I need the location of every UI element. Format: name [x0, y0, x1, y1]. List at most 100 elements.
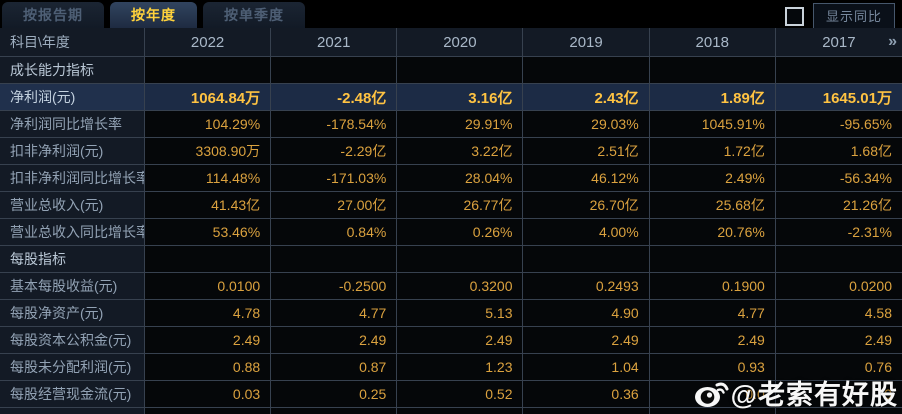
table-row: 基本每股收益(元) 0.0100 -0.2500 0.3200 0.2493 0.1900…: [0, 273, 902, 300]
cell-value: 0.03: [145, 381, 272, 408]
more-columns-icon[interactable]: »: [888, 33, 897, 50]
row-label: 营业总收入同比增长率: [0, 219, 145, 246]
cell-value: [523, 408, 650, 414]
cell-value: [397, 57, 524, 84]
cell-value: [523, 57, 650, 84]
table-row: 每股资本公积金(元) 2.49 2.49 2.49 2.49 2.49 2.49: [0, 327, 902, 354]
row-label: 每股资本公积金(元): [0, 327, 145, 354]
year-header-label: 2017: [822, 33, 856, 51]
table-body: 成长能力指标 净利润(元) 1064.84万 -2.48亿 3.16亿 2.43亿 1.89…: [0, 57, 902, 408]
table-row: 每股指标: [0, 246, 902, 273]
cell-value: [271, 408, 398, 414]
cell-value: [397, 246, 524, 273]
year-header-2022: 2022: [145, 28, 272, 57]
year-header-2020: 2020: [397, 28, 524, 57]
table-row: 扣非净利润(元) 3308.90万 -2.29亿 3.22亿 2.51亿 1.72亿 1.6…: [0, 138, 902, 165]
cell-value: 1045.91%: [649, 111, 776, 138]
table-row: 每股净资产(元) 4.78 4.77 5.13 4.90 4.77 4.58: [0, 300, 902, 327]
year-header-2019: 2019: [523, 28, 650, 57]
cell-value: 3.22亿: [397, 138, 524, 165]
table-row: 扣非净利润同比增长率 114.48% -171.03% 28.04% 46.12% 2.4…: [0, 165, 902, 192]
row-label: 成长能力指标: [0, 57, 145, 84]
cell-value: 1.68亿: [775, 138, 902, 165]
cell-value: 2.49: [649, 327, 776, 354]
table-row: 每股未分配利润(元) 0.88 0.87 1.23 1.04 0.93 0.76: [0, 354, 902, 381]
cell-value: 4.77: [649, 300, 776, 327]
partial-next-row: [0, 408, 902, 414]
cell-value: 28.04%: [397, 165, 524, 192]
cell-value: 4.00%: [523, 219, 650, 246]
cell-value: 53.46%: [145, 219, 272, 246]
cell-value: 1.23: [397, 354, 524, 381]
cell-value: 1645.01万: [775, 84, 902, 111]
row-label: 每股指标: [0, 246, 145, 273]
row-label: 扣非净利润同比增长率: [0, 165, 145, 192]
cell-value: -0.2500: [271, 273, 398, 300]
cell-value: [145, 246, 272, 273]
cell-value: 1.04: [523, 354, 650, 381]
cell-value: [271, 246, 398, 273]
row-label: 净利润同比增长率: [0, 111, 145, 138]
row-label: 每股未分配利润(元): [0, 354, 145, 381]
cell-value: -178.54%: [271, 111, 398, 138]
table-row: 营业总收入(元) 41.43亿 27.00亿 26.77亿 26.70亿 25.68亿 21…: [0, 192, 902, 219]
cell-value: [523, 246, 650, 273]
cell-value: 2.49: [397, 327, 524, 354]
yoy-controls: 显示同比: [784, 3, 895, 29]
row-label: [0, 408, 145, 414]
cell-value: 20.76%: [649, 219, 776, 246]
cell-value: 0.0100: [145, 273, 272, 300]
cell-value: 2.49: [775, 327, 902, 354]
cell-value: [145, 408, 272, 414]
row-label: 每股净资产(元): [0, 300, 145, 327]
cell-value: 25.68亿: [649, 192, 776, 219]
cell-value: [145, 57, 272, 84]
year-header-2017: 2017 »: [775, 28, 902, 57]
cell-value: [649, 246, 776, 273]
cell-value: 27.00亿: [271, 192, 398, 219]
cell-value: 104.29%: [145, 111, 272, 138]
show-yoy-button[interactable]: 显示同比: [812, 3, 895, 29]
row-label: 营业总收入(元): [0, 192, 145, 219]
cell-value: 0.25: [271, 381, 398, 408]
row-label: 每股经营现金流(元): [0, 381, 145, 408]
cell-value: -2.31%: [775, 219, 902, 246]
cell-value: 0.0: [649, 381, 776, 408]
financial-table: 科目\年度 2022 2021 2020 2019 2018 2017 » 成长…: [0, 28, 902, 414]
cell-value: 0.87: [271, 354, 398, 381]
cell-value: 2.49: [523, 327, 650, 354]
row-label: 基本每股收益(元): [0, 273, 145, 300]
cell-value: 4.77: [271, 300, 398, 327]
cell-value: -171.03%: [271, 165, 398, 192]
cell-value: 0.0200: [775, 273, 902, 300]
cell-value: 26.77亿: [397, 192, 524, 219]
table-header-row: 科目\年度 2022 2021 2020 2019 2018 2017 »: [0, 28, 902, 57]
tab-annual[interactable]: 按年度: [110, 2, 197, 28]
cell-value: 29.91%: [397, 111, 524, 138]
cell-value: 0.36: [523, 381, 650, 408]
tab-report-period[interactable]: 按报告期: [2, 2, 104, 28]
show-yoy-checkbox[interactable]: [784, 6, 804, 26]
cell-value: [649, 57, 776, 84]
cell-value: 0.84%: [271, 219, 398, 246]
year-header-2018: 2018: [649, 28, 776, 57]
cell-value: 1064.84万: [145, 84, 272, 111]
table-row: 每股经营现金流(元) 0.03 0.25 0.52 0.36 0.0 9: [0, 381, 902, 408]
cell-value: -95.65%: [775, 111, 902, 138]
cell-value: [271, 57, 398, 84]
cell-value: 2.49: [271, 327, 398, 354]
table-row: 营业总收入同比增长率 53.46% 0.84% 0.26% 4.00% 20.76% -2.…: [0, 219, 902, 246]
cell-value: 1.72亿: [649, 138, 776, 165]
tab-single-quarter[interactable]: 按单季度: [203, 2, 305, 28]
cell-value: [397, 408, 524, 414]
cell-value: 9: [775, 381, 902, 408]
tab-bar: 按报告期 按年度 按单季度 显示同比: [0, 0, 902, 29]
cell-value: 0.3200: [397, 273, 524, 300]
cell-value: 5.13: [397, 300, 524, 327]
cell-value: [775, 408, 902, 414]
cell-value: [775, 246, 902, 273]
table-row: 净利润(元) 1064.84万 -2.48亿 3.16亿 2.43亿 1.89亿 1645.…: [0, 84, 902, 111]
table-row: 净利润同比增长率 104.29% -178.54% 29.91% 29.03% 1045.…: [0, 111, 902, 138]
row-label: 净利润(元): [0, 84, 145, 111]
cell-value: 41.43亿: [145, 192, 272, 219]
